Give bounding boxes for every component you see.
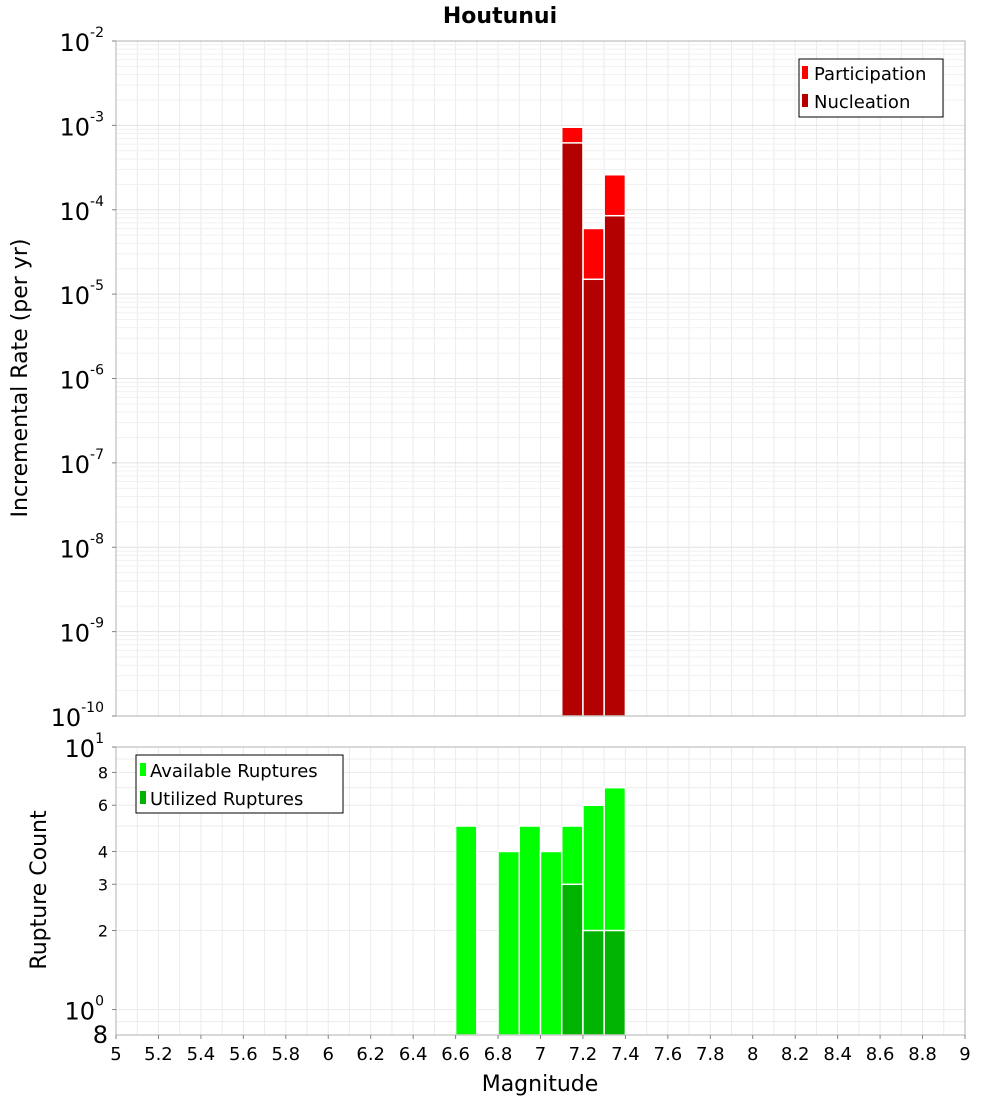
legend-label-nucleation: Nucleation	[814, 92, 910, 113]
bottom-y-tick-label: 100	[65, 994, 104, 1026]
bottom-legend-box	[135, 754, 344, 814]
x-tick-label: 7.4	[611, 1044, 640, 1065]
top-bar-1	[582, 278, 605, 717]
x-tick-label: 5.8	[271, 1044, 300, 1065]
x-tick-label: 6	[323, 1044, 334, 1065]
x-tick-label: 5.2	[144, 1044, 173, 1065]
top-y-tick-label: 10-9	[59, 616, 104, 648]
bottom-bar-0	[518, 825, 542, 1036]
legend-label-utilized: Utilized Ruptures	[150, 789, 303, 810]
bottom-y-tick-label: 101	[65, 731, 104, 763]
bottom-bar-0	[539, 850, 563, 1036]
top-y-tick-label: 10-5	[59, 278, 104, 310]
top-legend-box	[798, 58, 944, 118]
x-tick-label: 8.4	[823, 1044, 852, 1065]
legend-swatch-nucleation	[802, 94, 808, 107]
bottom-y-tick-label: 8	[98, 763, 108, 782]
x-tick-label: 8	[747, 1044, 758, 1065]
legend-swatch-participation	[802, 66, 808, 79]
x-tick-label: 7.2	[569, 1044, 598, 1065]
bottom-bar-1	[603, 929, 627, 1036]
legend-swatch-utilized	[140, 791, 146, 804]
top-y-tick-label: 10-4	[59, 194, 104, 226]
top-bar-1	[603, 214, 627, 717]
x-tick-label: 8.2	[781, 1044, 810, 1065]
bottom-bar-1	[582, 929, 605, 1036]
x-tick-label: 7.8	[696, 1044, 725, 1065]
top-grid	[115, 41, 966, 717]
x-ticks: 5 5.2 5.4 5.6 5.8 6 6.2 6.4 6.6 6.8 7 7.2 7.4 7.6 7.8 8…	[110, 1035, 971, 1065]
bottom-y-tick-label: 3	[98, 875, 108, 894]
top-legend: Participation Nucleation	[798, 58, 944, 118]
top-y-tick-label: 10-7	[59, 447, 104, 479]
bottom-y-axis-label: Rupture Count	[27, 810, 52, 970]
x-tick-label: 9	[959, 1044, 970, 1065]
legend-label-available: Available Ruptures	[150, 761, 318, 782]
chart-title: Houtunui	[443, 4, 557, 29]
x-tick-label: 5.4	[187, 1044, 216, 1065]
top-y-tick-label: 10-6	[59, 363, 104, 395]
bottom-bar-1	[560, 883, 584, 1036]
x-tick-label: 6.4	[399, 1044, 428, 1065]
top-y-tick-label: 10-8	[59, 531, 104, 563]
x-tick-label: 8.8	[908, 1044, 937, 1065]
x-axis-label: Magnitude	[482, 1072, 599, 1097]
top-y-tick-label: 10-3	[59, 109, 104, 141]
x-tick-label: 5.6	[229, 1044, 258, 1065]
x-tick-label: 6.2	[356, 1044, 385, 1065]
top-bar-1	[560, 142, 584, 717]
x-tick-label: 7	[535, 1044, 546, 1065]
top-y-ticks: 10-2 10-3 10-4 10-5 10-6 10-7 10-8 10-9 10-10	[51, 25, 116, 732]
bottom-y-tick-label: 4	[98, 842, 108, 861]
bottom-y-tick-label: 8	[93, 1021, 108, 1049]
x-tick-label: 7.6	[654, 1044, 683, 1065]
top-y-axis-label: Incremental Rate (per yr)	[8, 239, 33, 518]
top-y-tick-label: 10-2	[59, 25, 104, 57]
top-bars	[560, 126, 627, 717]
legend-label-participation: Participation	[814, 64, 926, 85]
top-y-tick-label: 10-10	[51, 700, 104, 732]
x-tick-label: 8.6	[866, 1044, 895, 1065]
x-tick-label: 5	[110, 1044, 121, 1065]
bottom-bar-0	[454, 825, 478, 1036]
bottom-y-tick-label: 2	[98, 922, 108, 941]
x-tick-label: 6.8	[484, 1044, 513, 1065]
x-tick-label: 6.6	[441, 1044, 470, 1065]
legend-swatch-available	[140, 763, 146, 776]
bottom-legend: Available Ruptures Utilized Ruptures	[135, 754, 344, 814]
bottom-bar-0	[497, 850, 521, 1036]
bottom-y-tick-label: 6	[98, 796, 108, 815]
